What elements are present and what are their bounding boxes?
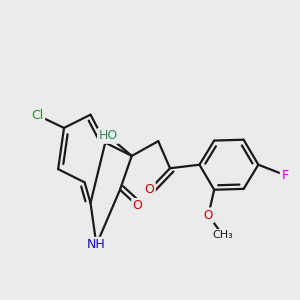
Text: CH₃: CH₃ xyxy=(213,230,233,240)
Text: O: O xyxy=(145,183,154,196)
Text: NH: NH xyxy=(87,238,106,251)
Text: F: F xyxy=(281,169,288,182)
Text: HO: HO xyxy=(99,129,118,142)
Text: Cl: Cl xyxy=(32,109,44,122)
Text: O: O xyxy=(133,200,142,212)
Text: O: O xyxy=(204,209,213,222)
